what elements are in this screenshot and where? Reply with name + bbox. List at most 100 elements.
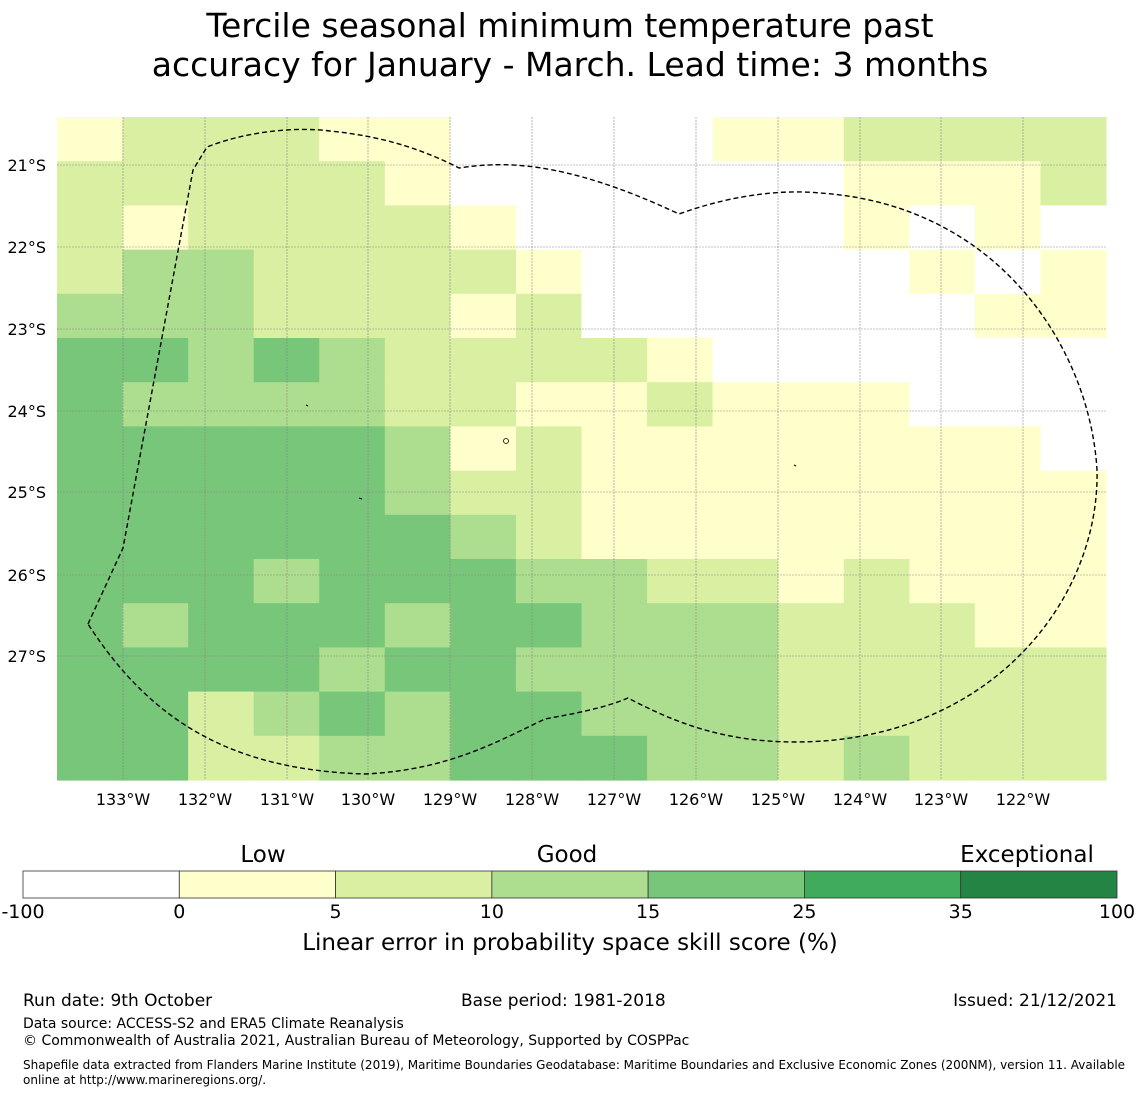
grid-cell: [515, 647, 583, 693]
grid-cell: [122, 426, 189, 472]
grid-cell: [974, 514, 1042, 560]
grid-cell: [778, 735, 845, 781]
grid-cell: [647, 470, 714, 516]
grid-cell: [712, 603, 779, 648]
grid-cell: [57, 249, 124, 295]
grid-cell: [778, 293, 845, 339]
grid-cell: [384, 293, 451, 339]
grid-cell: [450, 647, 517, 693]
grid-cell: [1040, 117, 1107, 162]
colorbar-tick-label: 15: [636, 901, 661, 923]
skill-grid: [57, 117, 1107, 781]
grid-cell: [581, 647, 648, 693]
grid-cell: [57, 647, 124, 693]
grid-cell: [122, 514, 189, 560]
grid-cell: [57, 691, 124, 737]
grid-cell: [647, 559, 714, 604]
grid-cell: [712, 691, 779, 737]
island-marker: [305, 404, 309, 407]
longitude-label: 124°W: [833, 790, 888, 809]
grid-cell: [188, 338, 255, 383]
grid-cell: [909, 426, 976, 472]
grid-cell: [515, 338, 583, 383]
grid-cell: [384, 691, 451, 737]
grid-cell: [122, 249, 189, 295]
grid-cell: [647, 249, 714, 295]
grid-cell: [974, 735, 1042, 781]
grid-cell: [57, 426, 124, 472]
grid-cell: [581, 514, 648, 560]
grid-cell: [778, 205, 845, 251]
grid-cell: [712, 117, 779, 162]
grid-cell: [778, 426, 845, 472]
grid-cell: [974, 338, 1042, 383]
grid-cell: [450, 514, 517, 560]
grid-cell: [188, 117, 255, 162]
grid-cell: [450, 117, 517, 162]
grid-cell: [319, 249, 386, 295]
colorbar-swatch: [804, 870, 962, 899]
grid-cell: [843, 117, 910, 162]
grid-cell: [57, 382, 124, 427]
grid-cell: [122, 205, 189, 251]
grid-cell: [188, 426, 255, 472]
grid-cell: [974, 117, 1042, 162]
grid-cell: [188, 559, 255, 604]
grid-cell: [57, 559, 124, 604]
grid-cell: [843, 249, 910, 295]
grid-cell: [319, 293, 386, 339]
colorbar-tick-label: 5: [329, 901, 342, 923]
legend-category-low: Low: [240, 842, 286, 868]
longitude-label: 128°W: [505, 790, 560, 809]
grid-cell: [778, 117, 845, 162]
grid-cell: [778, 382, 845, 427]
grid-cell: [778, 470, 845, 516]
grid-cell: [909, 691, 976, 737]
grid-cell: [122, 161, 189, 206]
grid-cell: [253, 559, 320, 604]
grid-cell: [450, 205, 517, 251]
grid-cell: [57, 735, 124, 781]
shapefile-credit: Shapefile data extracted from Flanders M…: [23, 1058, 1126, 1087]
grid-cell: [384, 647, 451, 693]
grid-cell: [974, 603, 1042, 648]
grid-cell: [647, 205, 714, 251]
grid-cell: [122, 603, 189, 648]
data-source: Data source: ACCESS-S2 and ERA5 Climate …: [23, 1016, 404, 1032]
grid-cell: [909, 293, 976, 339]
colorbar-tick-label: 10: [479, 901, 504, 923]
grid-cell: [647, 603, 714, 648]
grid-cell: [1040, 647, 1107, 693]
grid-cell: [450, 691, 517, 737]
grid-cell: [384, 205, 451, 251]
longitude-label: 129°W: [423, 790, 478, 809]
grid-cell: [1040, 559, 1107, 604]
eez-boundary: [87, 128, 1098, 775]
grid-cell: [515, 161, 583, 206]
grid-cell: [712, 382, 779, 427]
grid-cell: [253, 205, 320, 251]
grid-cell: [712, 559, 779, 604]
grid-cell: [384, 603, 451, 648]
grid-cell: [712, 514, 779, 560]
grid-cell: [843, 470, 910, 516]
colorbar-tick-label: 25: [792, 901, 817, 923]
grid-cell: [647, 691, 714, 737]
grid-cell: [712, 647, 779, 693]
grid-cell: [712, 293, 779, 339]
grid-cell: [57, 514, 124, 560]
colorbar-tick-label: 35: [948, 901, 973, 923]
grid-cell: [319, 470, 386, 516]
grid-cell: [843, 338, 910, 383]
latitude-label: 27°S: [7, 647, 46, 666]
grid-cell: [57, 205, 124, 251]
grid-cell: [515, 603, 583, 648]
grid-cell: [974, 249, 1042, 295]
grid-cell: [384, 559, 451, 604]
colorbar: [22, 870, 1118, 899]
grid-cell: [778, 603, 845, 648]
grid-cell: [778, 647, 845, 693]
grid-cell: [843, 161, 910, 206]
grid-cell: [253, 735, 320, 781]
grid-cell: [647, 735, 714, 781]
